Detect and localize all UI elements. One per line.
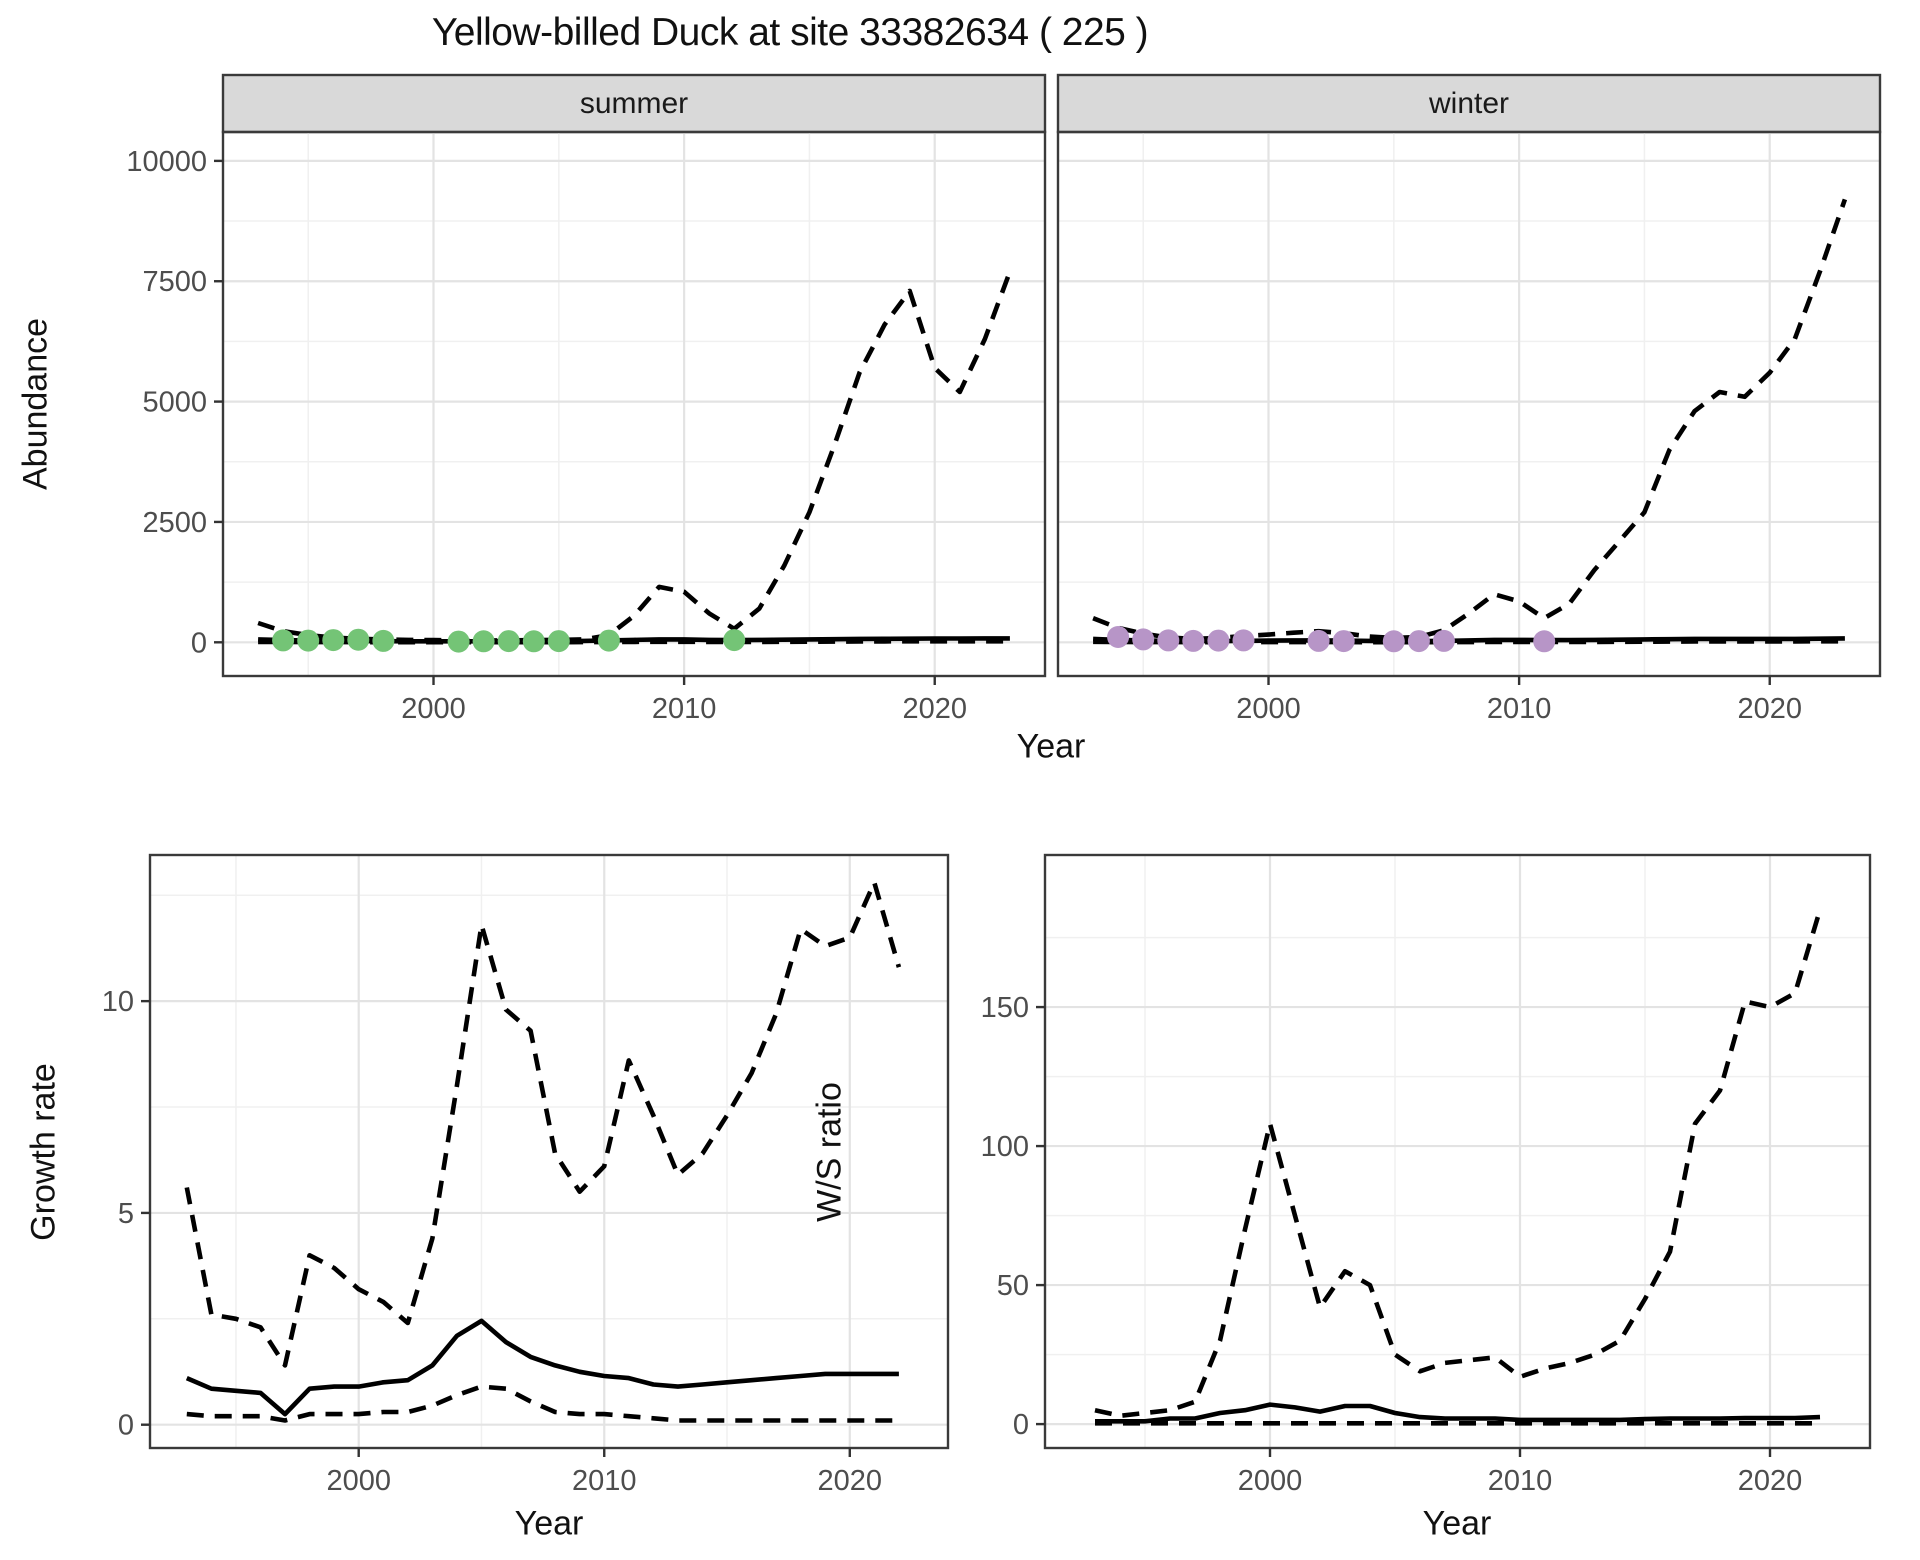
x-tick-label: 2010 bbox=[652, 693, 717, 725]
abundance-summer-panel: 2000 2010 2020 0 2500 5000 7500 10000 bbox=[126, 130, 1047, 725]
abundance-winter-observed-point bbox=[1182, 629, 1205, 652]
abundance-winter-observed-point bbox=[1382, 630, 1405, 653]
x-tick-label: 2000 bbox=[1238, 1465, 1303, 1497]
growth_rate-panel: 2000 2010 2020 0 5 10 bbox=[102, 853, 950, 1497]
ws_ratio-upper_ci-line bbox=[1094, 909, 1823, 1419]
x-tick-label: 2020 bbox=[818, 1465, 883, 1497]
abundance-summer-observed-point bbox=[272, 629, 295, 652]
abundance-winter-observed-point bbox=[1232, 629, 1255, 652]
y-tick-label: 10 bbox=[102, 986, 134, 1018]
growth_rate-lower_ci-line bbox=[186, 1384, 899, 1423]
abundance-summer-observed-point bbox=[347, 628, 370, 651]
abundance-summer-observed-point bbox=[297, 629, 320, 652]
abundance-summer-observed-point bbox=[322, 629, 345, 652]
x-tick-label: 2010 bbox=[1487, 693, 1552, 725]
y-tick-label: 150 bbox=[981, 992, 1029, 1024]
y-tick-label: 50 bbox=[997, 1270, 1029, 1302]
x-tick-label: 2020 bbox=[1738, 1465, 1803, 1497]
y-tick-label: 0 bbox=[118, 1410, 134, 1442]
ws_ratio-panel: 2000 2010 2020 0 50 100 150 bbox=[981, 853, 1872, 1497]
y-tick-label: 5000 bbox=[142, 387, 207, 419]
x-tick-label: 2020 bbox=[902, 693, 967, 725]
x-tick-label: 2000 bbox=[1236, 693, 1301, 725]
abundance-winter-observed-point bbox=[1432, 629, 1455, 652]
abundance-winter-observed-point bbox=[1533, 630, 1556, 653]
y-tick-label: 7500 bbox=[142, 266, 207, 298]
y-tick-label: 10000 bbox=[126, 146, 207, 178]
abundance-winter-observed-point bbox=[1332, 630, 1355, 653]
abundance-summer-observed-point bbox=[372, 629, 395, 652]
abundance-summer-observed-point bbox=[497, 630, 520, 653]
x-tick-label: 2000 bbox=[326, 1465, 391, 1497]
abundance-winter-observed-point bbox=[1132, 628, 1155, 651]
y-tick-label: 0 bbox=[191, 627, 207, 659]
abundance-summer-observed-point bbox=[723, 629, 746, 652]
x-tick-label: 2010 bbox=[572, 1465, 637, 1497]
x-tick-label: 2000 bbox=[401, 693, 466, 725]
abundance-summer-upper_ci-line bbox=[257, 270, 1013, 643]
y-tick-label: 0 bbox=[1013, 1409, 1029, 1441]
growth_rate-estimate-line bbox=[185, 1318, 899, 1417]
growth_rate-upper_ci-line bbox=[184, 880, 902, 1368]
abundance-winter-upper_ci-line bbox=[1092, 198, 1848, 642]
abundance-winter-observed-point bbox=[1207, 629, 1230, 652]
abundance-summer-observed-point bbox=[472, 630, 495, 653]
x-tick-label: 2010 bbox=[1488, 1465, 1553, 1497]
y-tick-label: 2500 bbox=[142, 507, 207, 539]
ws_ratio-estimate-line bbox=[1095, 1402, 1821, 1424]
abundance-winter-panel: 2000 2010 2020 bbox=[1056, 130, 1882, 725]
abundance-winter-observed-point bbox=[1407, 630, 1430, 653]
y-tick-label: 100 bbox=[981, 1131, 1029, 1163]
facet-strip-summer bbox=[221, 73, 1047, 134]
abundance-summer-observed-point bbox=[597, 629, 620, 652]
abundance-winter-observed-point bbox=[1107, 626, 1130, 648]
abundance-summer-observed-point bbox=[447, 630, 470, 653]
x-tick-label: 2020 bbox=[1737, 693, 1802, 725]
abundance-winter-observed-point bbox=[1307, 629, 1330, 652]
abundance-summer-observed-point bbox=[547, 630, 570, 653]
abundance-winter-observed-point bbox=[1157, 629, 1180, 652]
y-tick-label: 5 bbox=[118, 1198, 134, 1230]
abundance-summer-observed-point bbox=[522, 630, 545, 653]
facet-strip-winter bbox=[1056, 73, 1882, 134]
